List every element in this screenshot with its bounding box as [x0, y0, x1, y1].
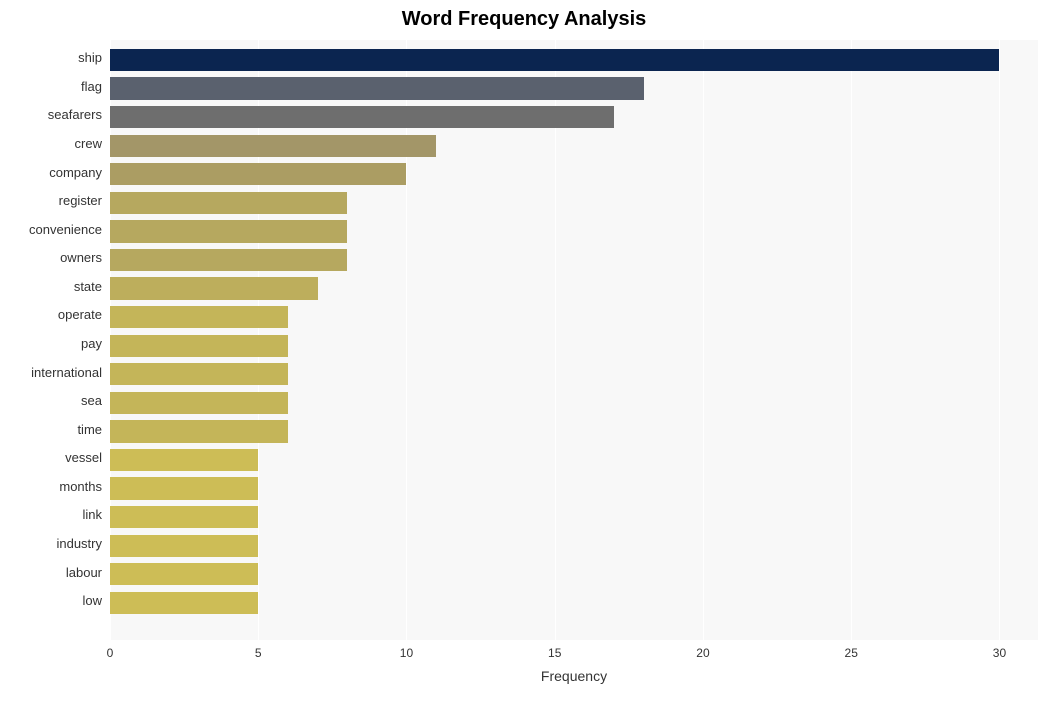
y-tick-label: operate: [0, 307, 102, 322]
y-tick-label: vessel: [0, 450, 102, 465]
y-tick-label: company: [0, 165, 102, 180]
y-tick-label: ship: [0, 50, 102, 65]
bar: [110, 220, 347, 242]
bar: [110, 335, 288, 357]
bar: [110, 77, 644, 99]
y-tick-label: labour: [0, 565, 102, 580]
bar: [110, 506, 258, 528]
x-tick-label: 5: [255, 646, 262, 660]
x-axis-title: Frequency: [110, 668, 1038, 684]
grid-line: [555, 40, 556, 640]
y-tick-label: state: [0, 279, 102, 294]
y-tick-label: industry: [0, 536, 102, 551]
chart-title: Word Frequency Analysis: [0, 8, 1048, 31]
y-tick-label: convenience: [0, 222, 102, 237]
plot-area: [110, 40, 1038, 640]
bar: [110, 477, 258, 499]
chart-container: Word Frequency Analysis Frequency 0 5 10 15…: [0, 0, 1048, 701]
x-tick-label: 15: [548, 646, 561, 660]
bar: [110, 49, 999, 71]
x-tick-label: 0: [107, 646, 114, 660]
grid-line: [999, 40, 1000, 640]
bar: [110, 249, 347, 271]
grid-line: [406, 40, 407, 640]
bar: [110, 535, 258, 557]
x-tick-label: 30: [993, 646, 1006, 660]
y-tick-label: international: [0, 365, 102, 380]
y-tick-label: owners: [0, 250, 102, 265]
bar: [110, 592, 258, 614]
bar: [110, 420, 288, 442]
x-tick-label: 10: [400, 646, 413, 660]
y-tick-label: sea: [0, 393, 102, 408]
bar: [110, 277, 318, 299]
y-tick-label: crew: [0, 136, 102, 151]
bar: [110, 363, 288, 385]
x-tick-label: 25: [845, 646, 858, 660]
bar: [110, 392, 288, 414]
bar: [110, 163, 406, 185]
grid-line: [851, 40, 852, 640]
bar: [110, 449, 258, 471]
bar: [110, 106, 614, 128]
y-tick-label: seafarers: [0, 107, 102, 122]
bar: [110, 192, 347, 214]
y-tick-label: link: [0, 507, 102, 522]
bar: [110, 306, 288, 328]
y-tick-label: register: [0, 193, 102, 208]
y-tick-label: low: [0, 593, 102, 608]
y-tick-label: time: [0, 422, 102, 437]
x-tick-label: 20: [696, 646, 709, 660]
grid-line: [703, 40, 704, 640]
bar: [110, 563, 258, 585]
y-tick-label: pay: [0, 336, 102, 351]
bar: [110, 135, 436, 157]
y-tick-label: months: [0, 479, 102, 494]
y-tick-label: flag: [0, 79, 102, 94]
